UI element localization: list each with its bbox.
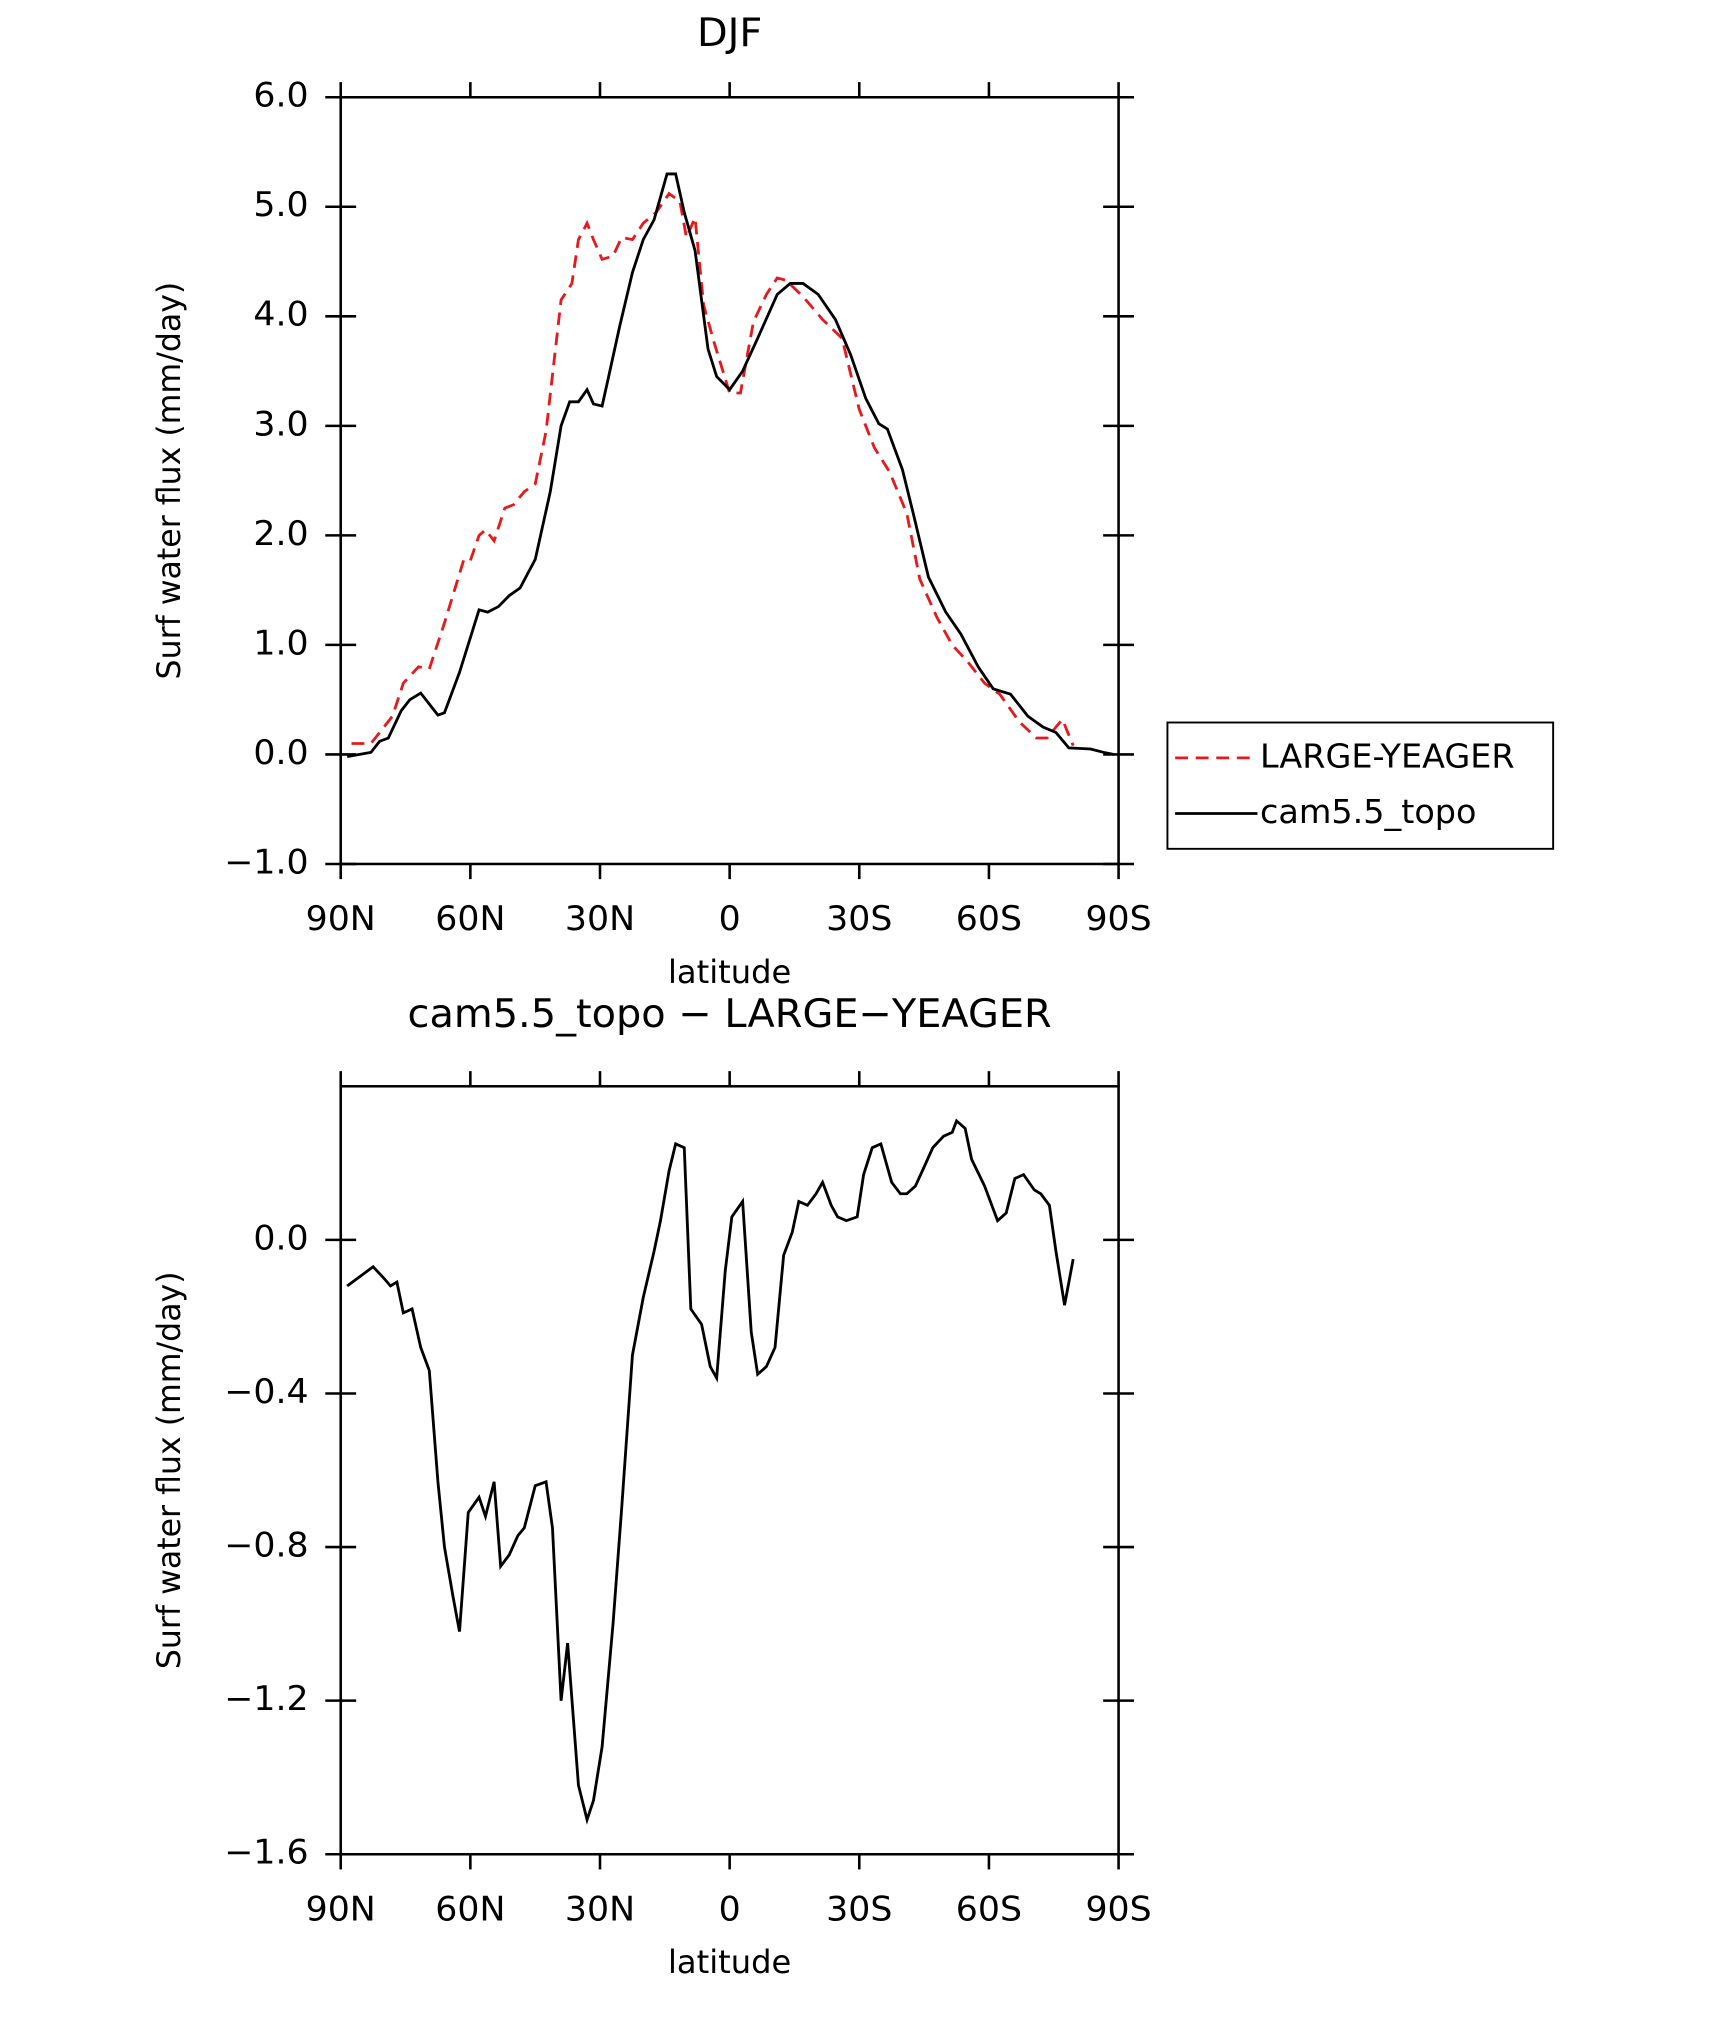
chart-title: cam5.5_topo − LARGE−YEAGER bbox=[408, 992, 1052, 1038]
y-tick-label: 3.0 bbox=[253, 405, 308, 445]
x-tick-label: 60N bbox=[435, 1890, 505, 1930]
x-axis-label: latitude bbox=[668, 953, 791, 991]
x-tick-label: 30N bbox=[565, 900, 635, 940]
y-axis-label: Surf water flux (mm/day) bbox=[150, 282, 188, 680]
x-tick-label: 60N bbox=[435, 900, 505, 940]
data-line bbox=[346, 1118, 1075, 1825]
y-axis-label: Surf water flux (mm/day) bbox=[150, 1271, 188, 1669]
legend-box bbox=[1166, 721, 1555, 850]
data-line bbox=[346, 172, 1115, 758]
y-tick-label: −1.0 bbox=[224, 843, 308, 883]
x-axis-label: latitude bbox=[668, 1943, 791, 1981]
y-tick-label: −0.4 bbox=[224, 1372, 308, 1412]
y-tick-label: −1.2 bbox=[224, 1679, 308, 1719]
x-tick-label: 0 bbox=[719, 900, 741, 940]
y-tick-label: 0.0 bbox=[253, 1219, 308, 1259]
y-tick-label: −0.8 bbox=[224, 1526, 308, 1566]
x-tick-label: 30S bbox=[826, 900, 892, 940]
x-tick-label: 90S bbox=[1085, 1890, 1151, 1930]
y-tick-label: 2.0 bbox=[253, 514, 308, 554]
data-line bbox=[351, 191, 1075, 747]
y-tick-label: 1.0 bbox=[253, 624, 308, 664]
x-tick-label: 60S bbox=[956, 1890, 1022, 1930]
x-tick-label: 90N bbox=[306, 900, 376, 940]
x-tick-label: 30N bbox=[565, 1890, 635, 1930]
y-tick-label: 4.0 bbox=[253, 295, 308, 335]
y-tick-label: 6.0 bbox=[253, 76, 308, 116]
x-tick-label: 90N bbox=[306, 1890, 376, 1930]
y-tick-label: 0.0 bbox=[253, 733, 308, 773]
legend-label: cam5.5_topo bbox=[1260, 792, 1476, 831]
plot-frame bbox=[339, 95, 1120, 866]
x-tick-label: 0 bbox=[719, 1890, 741, 1930]
x-tick-label: 60S bbox=[956, 900, 1022, 940]
x-tick-label: 30S bbox=[826, 1890, 892, 1930]
chart-title: DJF bbox=[697, 10, 762, 56]
legend-label: LARGE-YEAGER bbox=[1260, 737, 1515, 776]
x-tick-label: 90S bbox=[1085, 900, 1151, 940]
plot-frame bbox=[339, 1085, 1120, 1856]
y-tick-label: −1.6 bbox=[224, 1833, 308, 1873]
y-tick-label: 5.0 bbox=[253, 185, 308, 225]
